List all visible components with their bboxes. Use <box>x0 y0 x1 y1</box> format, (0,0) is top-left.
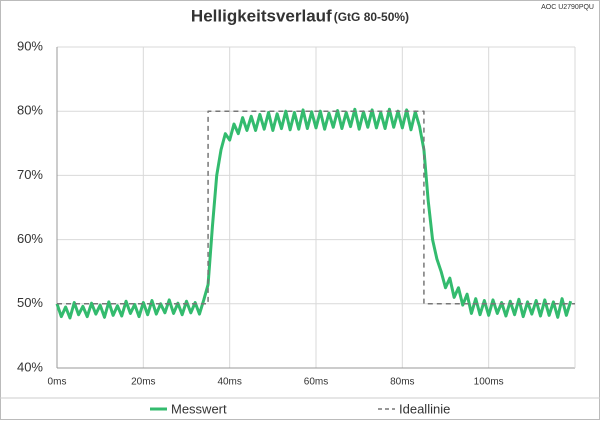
chart-subtitle: (GtG 80-50%) <box>334 10 409 24</box>
x-tick-label: 20ms <box>131 377 155 388</box>
y-tick-label: 70% <box>17 167 43 182</box>
x-tick-label: 0ms <box>48 377 67 388</box>
y-tick-label: 50% <box>17 295 43 310</box>
y-tick-label: 90% <box>17 38 43 53</box>
x-tick-label: 100ms <box>474 377 504 388</box>
y-tick-label: 80% <box>17 103 43 118</box>
x-tick-label: 80ms <box>390 377 414 388</box>
x-tick-label: 40ms <box>217 377 241 388</box>
legend-label: Ideallinie <box>399 401 450 416</box>
x-tick-label: 60ms <box>304 377 328 388</box>
chart-title: Helligkeitsverlauf <box>191 6 332 25</box>
y-tick-label: 40% <box>17 359 43 374</box>
data-line <box>57 110 575 305</box>
watermark: AOC U2790PQU <box>541 4 594 11</box>
y-tick-label: 60% <box>17 231 43 246</box>
legend-label: Messwert <box>171 401 227 416</box>
